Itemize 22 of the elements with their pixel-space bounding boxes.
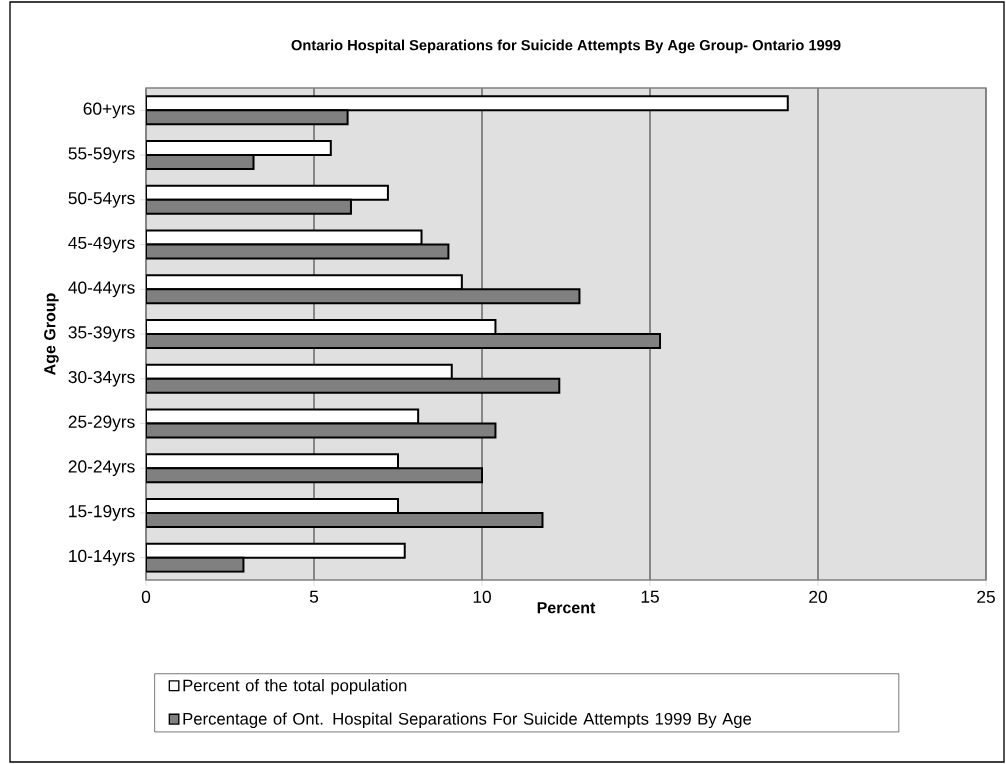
x-tick-label: 5 [309,590,319,603]
y-tick-label: 40-44yrs [68,281,135,298]
y-tick-label: 10-14yrs [69,549,135,566]
legend-label: Percentage of Ont. Hospital Separations For Suicide Attempts 1999 By Age [183,712,752,729]
y-axis-title: Age Group [44,293,59,375]
y-tick-label: 30-34yrs [68,370,135,387]
x-tick-label: 20 [809,590,827,603]
y-tick-label: 15-19yrs [69,505,135,521]
y-tick-label: 60+yrs [83,102,135,119]
chart-title: Ontario Hospital Separations for Suicide Attempts By Age Group- Ontario 1999 [291,39,841,54]
y-tick-label: 25-29yrs [68,415,135,432]
y-tick-label: 55-59yrs [68,147,135,163]
y-tick-label: 20-24yrs [68,460,135,477]
x-axis-title: Percent [537,602,596,614]
x-tick-label: 15 [641,590,659,603]
legend-label: Percent of the total population [183,679,407,695]
x-tick-label: 10 [473,590,491,603]
y-tick-label: 50-54yrs [68,191,135,208]
y-tick-label: 35-39yrs [68,326,135,342]
x-tick-label: 25 [977,590,995,603]
x-tick-label: 0 [141,590,151,603]
y-tick-label: 45-49yrs [68,236,135,253]
